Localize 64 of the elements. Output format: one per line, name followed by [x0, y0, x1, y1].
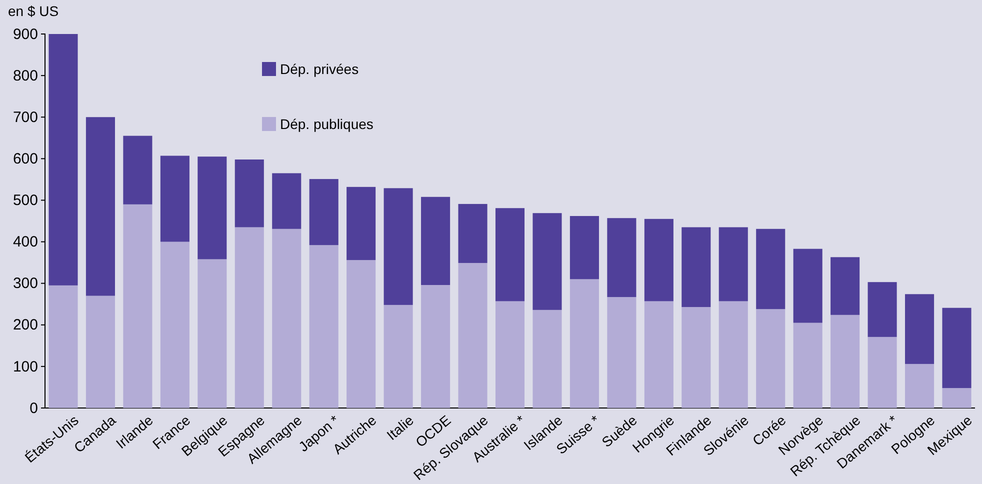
- bar: [495, 301, 525, 408]
- bar: [793, 322, 822, 408]
- bar: [570, 216, 599, 280]
- bar: [272, 228, 302, 408]
- bar: [532, 213, 562, 310]
- bar: [756, 228, 786, 310]
- bar: [160, 242, 190, 408]
- bar: [234, 160, 264, 228]
- y-tick-label: 300: [12, 275, 38, 292]
- y-tick-label: 200: [12, 316, 38, 334]
- bar: [86, 117, 115, 296]
- y-tick-label: 600: [12, 150, 38, 168]
- bar: [272, 173, 302, 229]
- bar: [458, 204, 488, 263]
- bar: [942, 308, 972, 388]
- bar: [198, 259, 227, 408]
- legend-label: Dép. publiques: [280, 116, 374, 132]
- bar: [868, 336, 897, 408]
- bar: [123, 136, 152, 204]
- bar: [682, 227, 711, 308]
- bar: [48, 285, 78, 408]
- bar: [48, 34, 78, 286]
- bar: [495, 208, 525, 302]
- y-tick-label: 800: [12, 67, 38, 84]
- bar: [160, 156, 190, 242]
- bar: [718, 227, 748, 302]
- bar: [458, 262, 488, 408]
- bar: [830, 314, 860, 408]
- bar: [868, 282, 897, 337]
- bar: [532, 310, 562, 408]
- bar: [607, 218, 636, 298]
- bar: [309, 179, 338, 246]
- y-tick-label: 0: [30, 400, 38, 417]
- bar: [421, 284, 450, 408]
- bar: [905, 294, 934, 364]
- x-tick-label: Italie: [384, 412, 417, 444]
- bar: [123, 204, 152, 408]
- y-tick-label: 100: [12, 358, 38, 376]
- bar: [644, 301, 674, 408]
- bar: [570, 279, 599, 408]
- bar: [830, 257, 860, 315]
- bar: [644, 218, 674, 302]
- bar: [718, 301, 748, 408]
- y-tick-label: 700: [12, 108, 38, 126]
- y-axis-title: en $ US: [8, 3, 59, 19]
- bar: [234, 227, 264, 408]
- bar: [421, 196, 450, 285]
- y-tick-label: 400: [12, 234, 38, 251]
- y-tick-label: 900: [12, 26, 38, 43]
- bar: [905, 364, 934, 408]
- bar: [793, 248, 822, 323]
- bar: [346, 260, 376, 408]
- bar: [384, 188, 413, 305]
- y-tick-label: 500: [12, 192, 38, 210]
- bar: [198, 156, 227, 260]
- bar: [756, 309, 786, 408]
- bar: [86, 296, 115, 408]
- bar: [942, 388, 972, 408]
- bar: [682, 307, 711, 408]
- bar: [607, 297, 636, 408]
- bar: [309, 245, 338, 408]
- bar: [346, 186, 376, 260]
- legend-label: Dép. privées: [280, 61, 359, 77]
- bar: [384, 304, 413, 408]
